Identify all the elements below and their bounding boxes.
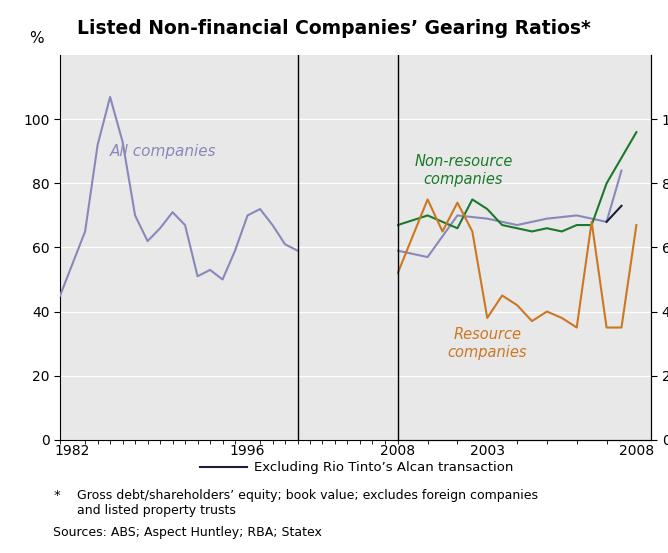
Text: All companies: All companies (110, 144, 216, 159)
Text: %: % (29, 31, 44, 46)
Text: Sources: ABS; Aspect Huntley; RBA; Statex: Sources: ABS; Aspect Huntley; RBA; State… (53, 526, 323, 540)
Text: Non-resource
companies: Non-resource companies (414, 154, 512, 187)
Text: Excluding Rio Tinto’s Alcan transaction: Excluding Rio Tinto’s Alcan transaction (254, 461, 513, 474)
Text: Gross debt/shareholders’ equity; book value; excludes foreign companies
and list: Gross debt/shareholders’ equity; book va… (77, 489, 538, 518)
Text: Resource
companies: Resource companies (448, 327, 527, 360)
Text: Listed Non-financial Companies’ Gearing Ratios*: Listed Non-financial Companies’ Gearing … (77, 19, 591, 38)
Text: *: * (53, 489, 60, 503)
